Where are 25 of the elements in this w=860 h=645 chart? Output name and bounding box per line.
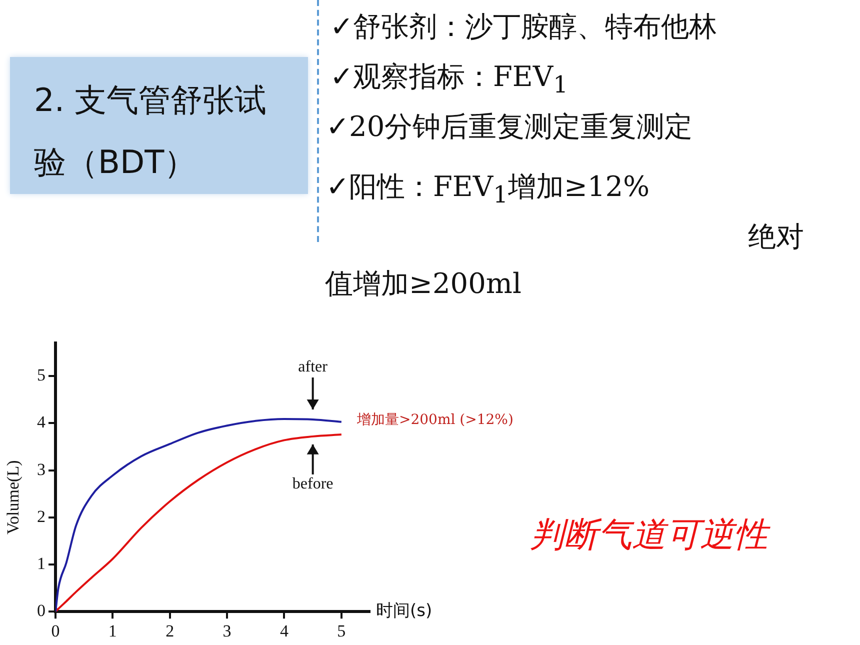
x-tick-label: 1 xyxy=(108,621,117,640)
y-tick-label: 0 xyxy=(37,601,46,620)
text: 绝对 xyxy=(748,219,804,255)
text: 判断气道可逆性 xyxy=(530,514,768,557)
y-tick-label: 3 xyxy=(37,460,46,479)
x-tick-label: 4 xyxy=(280,621,289,640)
y-axis-title: Volume(L) xyxy=(3,460,22,535)
x-tick-label: 2 xyxy=(166,621,174,640)
y-tick-label: 2 xyxy=(37,506,46,526)
text: after xyxy=(298,358,328,376)
text: ✓20分钟后重复测定重复测定 xyxy=(326,109,693,145)
text: 值增加≥200ml xyxy=(325,266,522,302)
y-tick-label: 5 xyxy=(37,366,46,385)
x-tick-label: 3 xyxy=(222,621,232,640)
y-tick-label: 1 xyxy=(37,554,46,573)
x-tick-label: 0 xyxy=(51,621,60,640)
text: ✓观察指标：FEV$_{1}$ xyxy=(330,59,568,99)
y-tick-label: 4 xyxy=(37,412,46,432)
text: ✓舒张剂：沙丁胺醇、特布他林 xyxy=(330,9,717,45)
x-axis-title: 时间(s) xyxy=(376,601,432,622)
chart-title: 2. 支气管舒张试验（BDT） xyxy=(10,57,308,194)
x-tick-label: 5 xyxy=(337,621,346,640)
text: before xyxy=(292,476,334,493)
text: ✓阳性：FEV$_{1}$增加≥12% xyxy=(326,169,650,209)
annotation: 增加量>200ml (>12%) xyxy=(357,411,514,429)
